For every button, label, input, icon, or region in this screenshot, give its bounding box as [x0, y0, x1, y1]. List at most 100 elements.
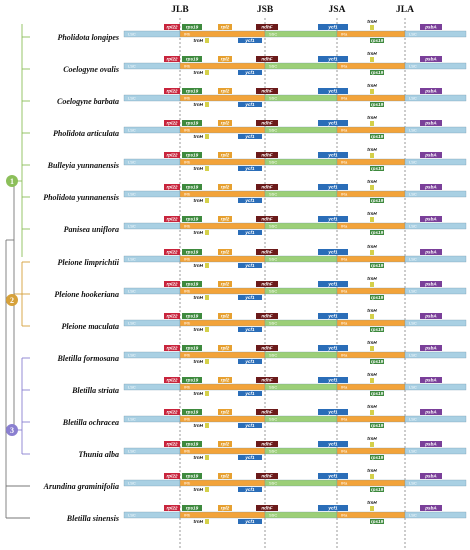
lsc-label-end: LSC: [409, 512, 417, 517]
gene-ycf1: ycf1: [318, 120, 348, 126]
lsc-region-end: [404, 447, 467, 455]
gene-ndhf: ndhF: [256, 249, 278, 255]
ira-label: IRa: [341, 191, 348, 196]
gene-trnh-irb: trnH: [194, 327, 209, 332]
irb-label: IRb: [184, 320, 191, 325]
gene-psba: psbA: [420, 377, 442, 383]
svg-text:trnH: trnH: [194, 230, 204, 235]
gene-ycf1: ycf1: [318, 345, 348, 351]
svg-text:rpl2: rpl2: [221, 282, 230, 287]
ssc-label: SSC: [269, 288, 277, 293]
svg-text:ycf1: ycf1: [327, 25, 338, 30]
gene-rps19: rps19: [182, 473, 202, 479]
genome-row: Bulleyia yunnanensis LSC IRb SSC IRa LSC rpl22…: [47, 147, 467, 171]
svg-text:ycf1: ycf1: [327, 410, 338, 415]
gene-rpl2: rpl2: [218, 184, 232, 190]
gene-rps19-ira: rps19: [370, 519, 384, 524]
species-label: Pleione hookeriana: [54, 290, 119, 299]
gene-trnh-ira: trnH: [367, 276, 377, 287]
svg-text:rps19: rps19: [186, 506, 199, 511]
svg-text:rpl2: rpl2: [221, 378, 230, 383]
svg-text:rpl2: rpl2: [221, 89, 230, 94]
gene-rpl22: rpl22: [164, 281, 180, 287]
gene-rps19-ira: rps19: [370, 230, 384, 235]
gene-trnh-ira: trnH: [367, 211, 377, 222]
svg-text:trnH: trnH: [194, 519, 204, 524]
svg-text:trnH: trnH: [194, 263, 204, 268]
svg-text:ndhF: ndhF: [261, 442, 272, 447]
ira-label: IRa: [341, 63, 348, 68]
junction-label-jla: JLA: [396, 5, 414, 15]
gene-rps19: rps19: [182, 216, 202, 222]
irb-label: IRb: [184, 63, 191, 68]
gene-rps19-ira: rps19: [370, 359, 384, 364]
genome-row: Pholidota articulata LSC IRb SSC IRa LSC rpl22…: [53, 115, 467, 139]
svg-text:psbA: psbA: [424, 153, 436, 158]
gene-trnh-ira: trnH: [367, 179, 377, 190]
svg-text:ndhF: ndhF: [261, 217, 272, 222]
irb-region: [179, 383, 266, 391]
irb-label: IRb: [184, 448, 191, 453]
gene-psba: psbA: [420, 441, 442, 447]
species-label: Pleione maculata: [61, 322, 119, 331]
lsc-label-end: LSC: [409, 191, 417, 196]
svg-text:trnH: trnH: [194, 359, 204, 364]
svg-text:ycf1: ycf1: [244, 263, 255, 268]
svg-text:ndhF: ndhF: [261, 185, 272, 190]
gene-rps19-ira: rps19: [370, 455, 384, 460]
irb-region: [179, 447, 266, 455]
species-label: Pholidota articulata: [53, 129, 119, 138]
lsc-region-end: [404, 190, 467, 198]
gene-ycf1: ycf1: [318, 56, 348, 62]
svg-text:ycf1: ycf1: [327, 89, 338, 94]
gene-trnh-irb: trnH: [194, 487, 209, 492]
gene-rpl2: rpl2: [218, 152, 232, 158]
lsc-label: LSC: [128, 448, 136, 453]
svg-text:rpl2: rpl2: [221, 346, 230, 351]
irb-label: IRb: [184, 31, 191, 36]
gene-ycf1: ycf1: [318, 152, 348, 158]
lsc-label-end: LSC: [409, 352, 417, 357]
svg-text:rps19: rps19: [371, 487, 384, 492]
svg-text:ycf1: ycf1: [244, 38, 255, 43]
genome-row: Panisea uniflora LSC IRb SSC IRa LSC rpl22 rps1…: [64, 211, 467, 235]
svg-text:psbA: psbA: [424, 474, 436, 479]
svg-text:rpl2: rpl2: [221, 185, 230, 190]
gene-rpl22: rpl22: [164, 409, 180, 415]
lsc-label: LSC: [128, 223, 136, 228]
species-label: Bletilla formosana: [56, 354, 119, 363]
svg-text:ycf1: ycf1: [327, 121, 338, 126]
svg-text:ndhF: ndhF: [261, 474, 272, 479]
gene-trnh-ira: trnH: [367, 147, 377, 158]
lsc-region-end: [404, 479, 467, 487]
gene-ndhf: ndhF: [256, 473, 278, 479]
ira-label: IRa: [341, 127, 348, 132]
svg-text:trnH: trnH: [367, 276, 377, 281]
irb-label: IRb: [184, 288, 191, 293]
gene-trnh-irb: trnH: [194, 263, 209, 268]
gene-rpl2: rpl2: [218, 473, 232, 479]
lsc-label: LSC: [128, 512, 136, 517]
gene-ycf1: ycf1: [318, 24, 348, 30]
gene-trnh-irb: trnH: [194, 359, 209, 364]
ssc-label: SSC: [269, 480, 277, 485]
irb-region: [179, 126, 266, 134]
gene-ndhf: ndhF: [256, 281, 278, 287]
irb-label: IRb: [184, 127, 191, 132]
gene-ycf1: ycf1: [318, 216, 348, 222]
gene-psba: psbA: [420, 152, 442, 158]
svg-text:trnH: trnH: [194, 134, 204, 139]
gene-rpl2: rpl2: [218, 24, 232, 30]
genome-row: Pholidota longipes LSC IRb SSC IRa LSC rpl22 rp…: [57, 19, 467, 43]
gene-rpl2: rpl2: [218, 377, 232, 383]
lsc-label-end: LSC: [409, 320, 417, 325]
svg-text:ycf1: ycf1: [244, 134, 255, 139]
gene-rps19: rps19: [182, 441, 202, 447]
species-label: Pholidota longipes: [57, 33, 119, 42]
svg-text:psbA: psbA: [424, 282, 436, 287]
gene-ndhf: ndhF: [256, 88, 278, 94]
svg-text:rps19: rps19: [371, 70, 384, 75]
gene-ndhf: ndhF: [256, 184, 278, 190]
gene-rps19: rps19: [182, 281, 202, 287]
svg-text:rpl22: rpl22: [167, 346, 178, 351]
